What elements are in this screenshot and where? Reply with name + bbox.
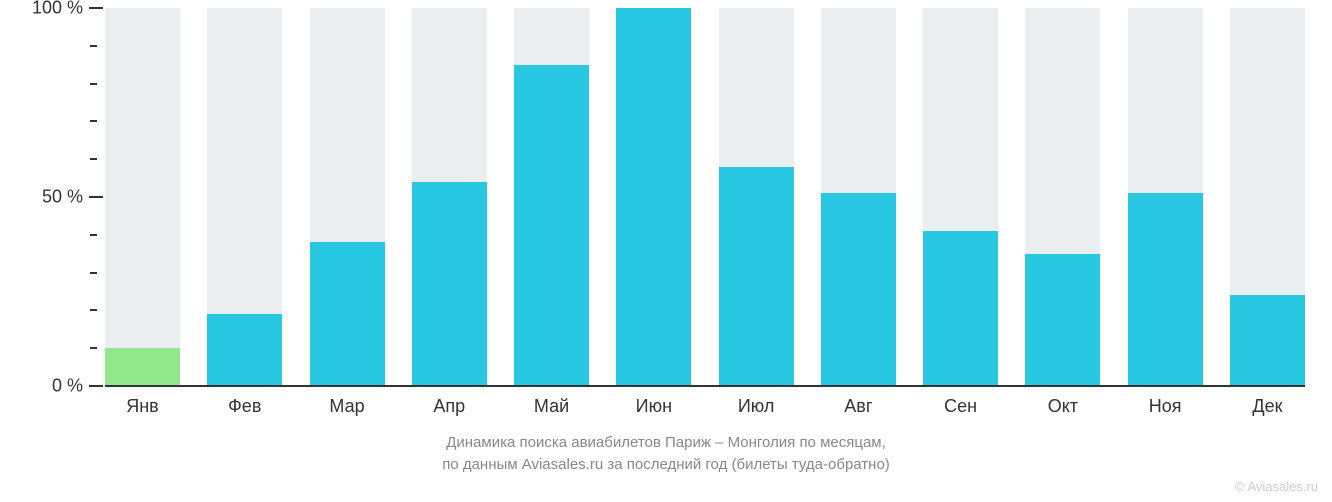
bar-slot — [616, 8, 691, 386]
y-tick-major — [89, 7, 103, 9]
watermark: © Aviasales.ru — [1235, 479, 1318, 494]
bar-slot — [207, 8, 282, 386]
bar-slot — [1230, 8, 1305, 386]
chart-caption: Динамика поиска авиабилетов Париж – Монг… — [0, 432, 1332, 476]
watermark-text: © Aviasales.ru — [1235, 479, 1318, 494]
x-axis-label: Июл — [719, 396, 794, 417]
bar — [207, 314, 282, 386]
y-tick-minor — [90, 272, 97, 274]
y-tick-minor — [90, 347, 97, 349]
y-tick-label: 50 % — [42, 187, 83, 208]
bar-background — [1025, 8, 1100, 386]
x-axis-label: Авг — [821, 396, 896, 417]
bar-slot — [412, 8, 487, 386]
y-tick-minor — [90, 45, 97, 47]
bar-background — [821, 8, 896, 386]
chart-container: 0 %50 %100 % ЯнвФевМарАпрМайИюнИюлАвгСен… — [0, 0, 1332, 502]
bars-group — [105, 8, 1305, 386]
y-tick-label: 100 % — [32, 0, 83, 19]
x-axis-label: Окт — [1025, 396, 1100, 417]
x-axis-label: Май — [514, 396, 589, 417]
bar-background — [1230, 8, 1305, 386]
y-tick-minor — [90, 158, 97, 160]
y-axis: 0 %50 %100 % — [0, 8, 83, 386]
y-tick-major — [89, 196, 103, 198]
bar — [923, 231, 998, 386]
x-axis-label: Мар — [310, 396, 385, 417]
bar — [719, 167, 794, 386]
bar — [412, 182, 487, 386]
x-axis-label: Июн — [616, 396, 691, 417]
x-axis-label: Дек — [1230, 396, 1305, 417]
plot-area — [105, 8, 1305, 386]
x-axis-label: Янв — [105, 396, 180, 417]
bar-background — [207, 8, 282, 386]
bar-slot — [310, 8, 385, 386]
bar-background — [719, 8, 794, 386]
x-axis-labels: Янв Фев Мар Апр Май Июн Июл Авг Сен Окт Ноя Дек — [105, 396, 1305, 417]
bar — [1025, 254, 1100, 386]
x-axis-label: Сен — [923, 396, 998, 417]
bar-background — [514, 8, 589, 386]
y-tick-minor — [90, 309, 97, 311]
bar-background — [412, 8, 487, 386]
bar-slot — [923, 8, 998, 386]
y-tick-label: 0 % — [52, 376, 83, 397]
bar-background — [105, 8, 180, 386]
bar-slot — [719, 8, 794, 386]
bar — [1128, 193, 1203, 386]
y-tick-major — [89, 385, 103, 387]
caption-line-2: по данным Aviasales.ru за последний год … — [442, 456, 890, 473]
bar-slot — [1025, 8, 1100, 386]
bar — [514, 65, 589, 386]
bar-slot — [105, 8, 180, 386]
y-tick-minor — [90, 234, 97, 236]
bar-background — [1128, 8, 1203, 386]
bar-background — [616, 8, 691, 386]
x-axis-label: Ноя — [1128, 396, 1203, 417]
caption-line-1: Динамика поиска авиабилетов Париж – Монг… — [446, 434, 886, 451]
bar-background — [310, 8, 385, 386]
bar-slot — [821, 8, 896, 386]
bar-slot — [1128, 8, 1203, 386]
bar — [1230, 295, 1305, 386]
x-axis-label: Апр — [412, 396, 487, 417]
bar — [310, 242, 385, 386]
bar — [821, 193, 896, 386]
bar — [105, 348, 180, 386]
bar — [616, 8, 691, 386]
y-tick-minor — [90, 83, 97, 85]
bar-slot — [514, 8, 589, 386]
x-axis-label: Фев — [207, 396, 282, 417]
y-tick-minor — [90, 120, 97, 122]
x-axis-baseline — [105, 385, 1305, 387]
bar-background — [923, 8, 998, 386]
